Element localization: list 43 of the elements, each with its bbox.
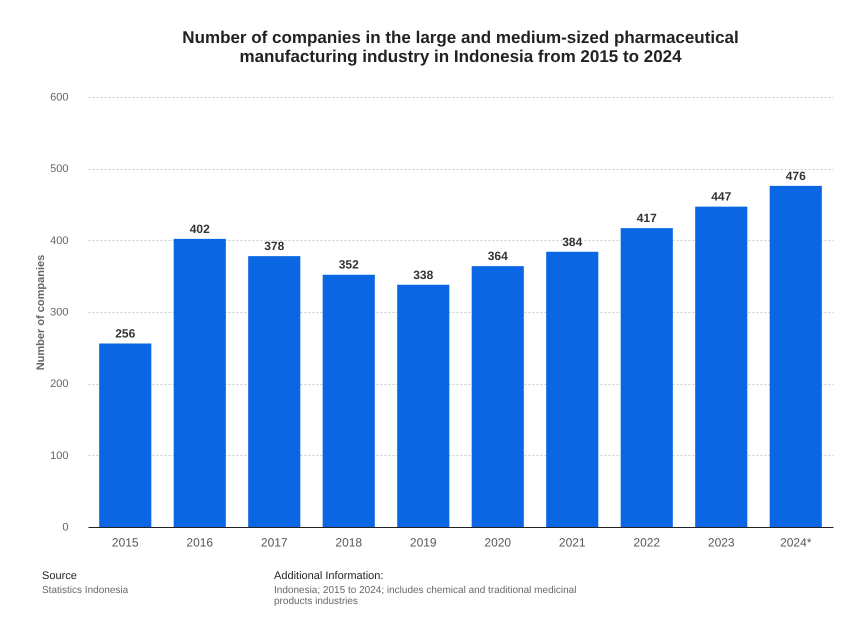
y-axis-title: Number of companies — [35, 254, 48, 370]
x-tick-label: 2022 — [633, 536, 660, 550]
data-label: 378 — [264, 239, 285, 254]
y-tick-label: 0 — [62, 522, 68, 534]
x-tick-label: 2020 — [484, 536, 512, 550]
y-tick-label: 400 — [50, 234, 68, 247]
y-tick-label: 100 — [50, 450, 68, 462]
bar — [397, 284, 450, 527]
text: Additional Information: — [274, 570, 384, 582]
bar — [620, 228, 673, 527]
bar — [770, 186, 822, 527]
x-tick-label: 2019 — [410, 536, 437, 550]
y-tick-label: 600 — [50, 92, 68, 104]
data-label: 417 — [636, 211, 658, 226]
bar — [472, 266, 524, 527]
bar — [546, 252, 598, 527]
x-tick-label: 2021 — [558, 536, 586, 550]
x-tick-label: 2024* — [780, 536, 812, 550]
y-tick-label: 500 — [50, 163, 68, 176]
x-tick-label: 2015 — [112, 536, 139, 550]
x-tick-label: 2018 — [335, 536, 362, 550]
data-label: 384 — [562, 234, 583, 249]
x-tick-label: 2017 — [260, 536, 288, 550]
y-tick-label: 200 — [50, 378, 68, 390]
text: Indonesia; 2015 to 2024; includes chemical and traditional medicinal products industries — [274, 585, 578, 607]
bar — [695, 206, 748, 527]
data-label: 402 — [190, 222, 210, 236]
data-label: 364 — [488, 249, 508, 264]
x-tick-label: 2016 — [186, 536, 214, 550]
text: Source — [42, 570, 78, 582]
y-tick-label: 300 — [50, 306, 68, 318]
data-label: 476 — [786, 168, 806, 183]
bar — [322, 274, 375, 527]
x-tick-label: 2023 — [708, 536, 735, 550]
text: Statistics Indonesia — [42, 585, 130, 596]
data-label: 338 — [413, 268, 434, 282]
data-label: 352 — [338, 258, 360, 272]
data-label: 447 — [711, 190, 732, 204]
bar — [99, 344, 152, 527]
bar — [248, 256, 300, 527]
bar — [174, 238, 226, 527]
data-label: 256 — [115, 326, 136, 341]
chart-title: Number of companies in the large and medium-sized pharmaceutical manufacturing industry in Indonesia from 2015 to 2024 — [182, 28, 739, 66]
